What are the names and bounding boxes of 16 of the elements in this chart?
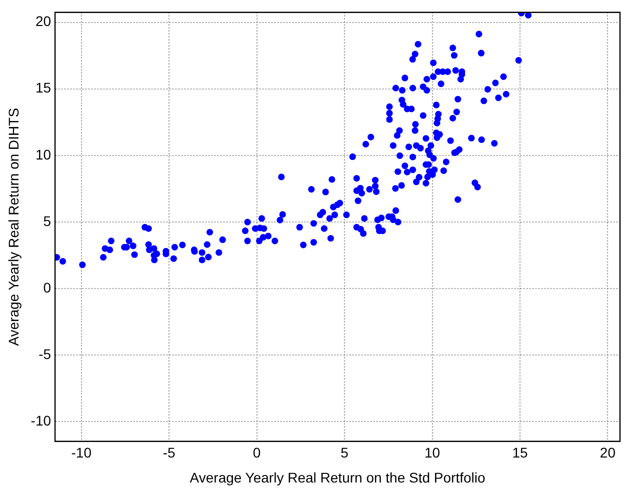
- y-tick-label: -10: [30, 412, 52, 428]
- y-tick-label: 10: [35, 146, 52, 162]
- y-tick-label: 0: [43, 279, 52, 296]
- x-tick-label: 0: [252, 444, 261, 461]
- y-tick-label: -5: [38, 346, 52, 362]
- x-tick-label: 20: [600, 444, 616, 461]
- x-tick-label: -10: [71, 444, 92, 461]
- x-tick-label: 10: [424, 444, 440, 461]
- x-tick-label: 15: [512, 444, 528, 461]
- y-tick-label: 15: [35, 80, 52, 96]
- x-axis-title: Average Yearly Real Return on the Std Portfolio: [190, 469, 486, 486]
- x-tick-label: 5: [340, 444, 349, 461]
- x-tick-label: -5: [162, 444, 176, 461]
- y-tick-label: 5: [43, 212, 52, 229]
- y-axis-title: Average Yearly Real Return on DIHTS: [5, 108, 22, 346]
- y-tick-label: 20: [35, 13, 52, 30]
